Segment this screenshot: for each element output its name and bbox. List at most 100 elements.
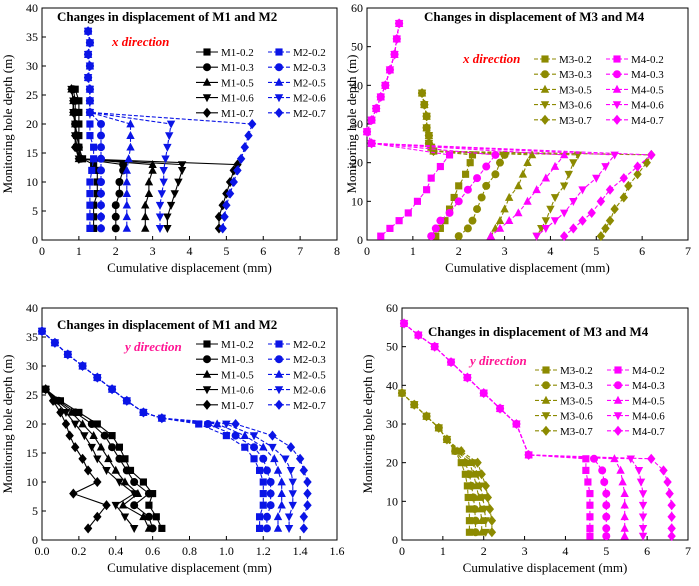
data-point-m3-0.7 xyxy=(642,157,651,168)
data-point-m3-0.7 xyxy=(487,515,497,526)
data-point-m2-0.5 xyxy=(126,142,135,151)
data-point-m2-0.6 xyxy=(165,132,174,141)
data-point-m1-0.2 xyxy=(158,524,166,532)
data-point-m2-0.3 xyxy=(262,466,271,475)
data-point-m4-0.6 xyxy=(559,209,569,218)
data-point-m2-0.7 xyxy=(157,413,167,424)
legend-label: M3-0.7 xyxy=(559,115,592,127)
data-point-m3-0.6 xyxy=(550,194,560,203)
data-point-m4-0.7 xyxy=(446,357,456,368)
data-point-m3-0.7 xyxy=(610,204,619,215)
legend-marker xyxy=(274,399,284,410)
data-point-m2-0.7 xyxy=(247,118,257,130)
x-tick-label: 5 xyxy=(223,244,229,258)
y-tick-label: 15 xyxy=(26,446,38,460)
data-point-m3-0.7 xyxy=(477,469,486,480)
legend-label: M2-0.2 xyxy=(293,339,326,351)
data-point-m3-0.5 xyxy=(477,516,486,525)
y-tick-label: 0 xyxy=(32,533,38,547)
x-tick-label: 1 xyxy=(440,544,446,558)
x-tick-label: 0 xyxy=(39,244,45,258)
data-point-m2-0.7 xyxy=(50,337,60,348)
y-tick-label: 25 xyxy=(26,388,38,402)
data-point-m2-0.2 xyxy=(250,455,258,463)
legend-label: M2-0.5 xyxy=(293,77,326,89)
legend-marker xyxy=(275,63,283,72)
legend-label: M4-0.7 xyxy=(632,426,665,438)
data-point-m3-0.3 xyxy=(463,224,472,233)
x-tick-label: 1 xyxy=(76,244,82,258)
legend-label: M1-0.6 xyxy=(221,385,254,397)
legend-marker xyxy=(613,70,621,79)
data-point-m3-0.3 xyxy=(482,181,491,190)
data-point-m4-0.7 xyxy=(381,80,390,91)
data-point-m3-0.6 xyxy=(546,205,555,214)
legend-label: M3-0.5 xyxy=(560,395,593,407)
data-point-m2-0.3 xyxy=(266,489,275,498)
data-point-m2-0.6 xyxy=(249,432,259,441)
data-point-m3-0.7 xyxy=(420,99,429,110)
chart-title: Changes in displacement of M1 and M2 xyxy=(57,9,277,24)
legend-marker xyxy=(540,84,550,93)
data-point-m1-0.6 xyxy=(170,190,179,199)
data-point-m1-0.3 xyxy=(115,454,124,463)
data-point-m4-0.6 xyxy=(638,513,648,522)
data-point-m1-0.5 xyxy=(111,465,120,474)
data-point-m1-0.3 xyxy=(115,178,124,186)
data-point-m4-0.6 xyxy=(550,217,560,226)
data-point-m1-0.2 xyxy=(108,432,116,440)
data-point-m1-0.7 xyxy=(93,511,102,522)
data-point-m2-0.7 xyxy=(85,84,95,95)
y-tick-label: 40 xyxy=(26,301,38,315)
x-tick-label: 4 xyxy=(547,244,553,258)
data-point-m4-0.5 xyxy=(620,523,629,532)
data-point-m1-0.6 xyxy=(120,513,130,522)
data-point-m2-0.7 xyxy=(236,153,246,164)
data-point-m4-0.3 xyxy=(482,162,491,171)
legend-label: M1-0.7 xyxy=(221,108,254,120)
data-point-m3-0.2 xyxy=(464,493,472,502)
data-point-m1-0.3 xyxy=(111,212,120,221)
data-point-m4-0.7 xyxy=(385,64,395,75)
legend-label: M3-0.6 xyxy=(560,411,593,423)
data-point-m4-0.3 xyxy=(602,501,611,510)
legend-marker xyxy=(541,55,549,63)
x-tick-label: 3 xyxy=(522,544,528,558)
data-point-m2-0.5 xyxy=(122,200,132,209)
data-point-m3-0.6 xyxy=(476,482,485,491)
data-point-m1-0.5 xyxy=(120,477,130,486)
x-tick-label: 2 xyxy=(456,244,462,258)
data-point-m1-0.7 xyxy=(61,418,71,430)
direction-label: y direction xyxy=(468,353,527,368)
data-point-m1-0.2 xyxy=(90,201,98,209)
data-point-m1-0.3 xyxy=(130,501,139,510)
data-point-m1-0.5 xyxy=(144,523,154,532)
data-point-m4-0.5 xyxy=(541,173,551,182)
data-point-m4-0.2 xyxy=(445,151,454,159)
data-point-m2-0.7 xyxy=(85,107,95,118)
data-point-m2-0.7 xyxy=(107,384,117,395)
data-point-m4-0.7 xyxy=(392,33,402,44)
x-tick-label: 0 xyxy=(399,544,405,558)
data-point-m3-0.3 xyxy=(470,505,479,514)
data-point-m1-0.5 xyxy=(144,177,154,186)
data-point-m4-0.2 xyxy=(586,532,594,540)
data-point-m4-0.7 xyxy=(665,488,674,499)
data-point-m2-0.3 xyxy=(259,454,268,463)
data-point-m4-0.6 xyxy=(541,225,551,234)
data-point-m2-0.5 xyxy=(277,477,286,486)
data-point-m2-0.5 xyxy=(122,188,132,197)
data-point-m3-0.6 xyxy=(564,170,573,179)
y-tick-label: 30 xyxy=(26,359,38,373)
data-point-m4-0.6 xyxy=(601,163,610,172)
data-point-m2-0.3 xyxy=(231,431,240,440)
series-line-m4-0.2 xyxy=(366,23,451,237)
data-point-m4-0.2 xyxy=(582,466,590,474)
data-point-m2-0.2 xyxy=(90,143,98,151)
data-point-m4-0.5 xyxy=(616,465,625,474)
data-point-m4-0.2 xyxy=(395,217,403,225)
data-point-m1-0.6 xyxy=(93,455,102,464)
data-point-m4-0.2 xyxy=(413,197,422,205)
y-tick-label: 0 xyxy=(32,233,38,247)
data-point-m3-0.3 xyxy=(473,205,482,214)
